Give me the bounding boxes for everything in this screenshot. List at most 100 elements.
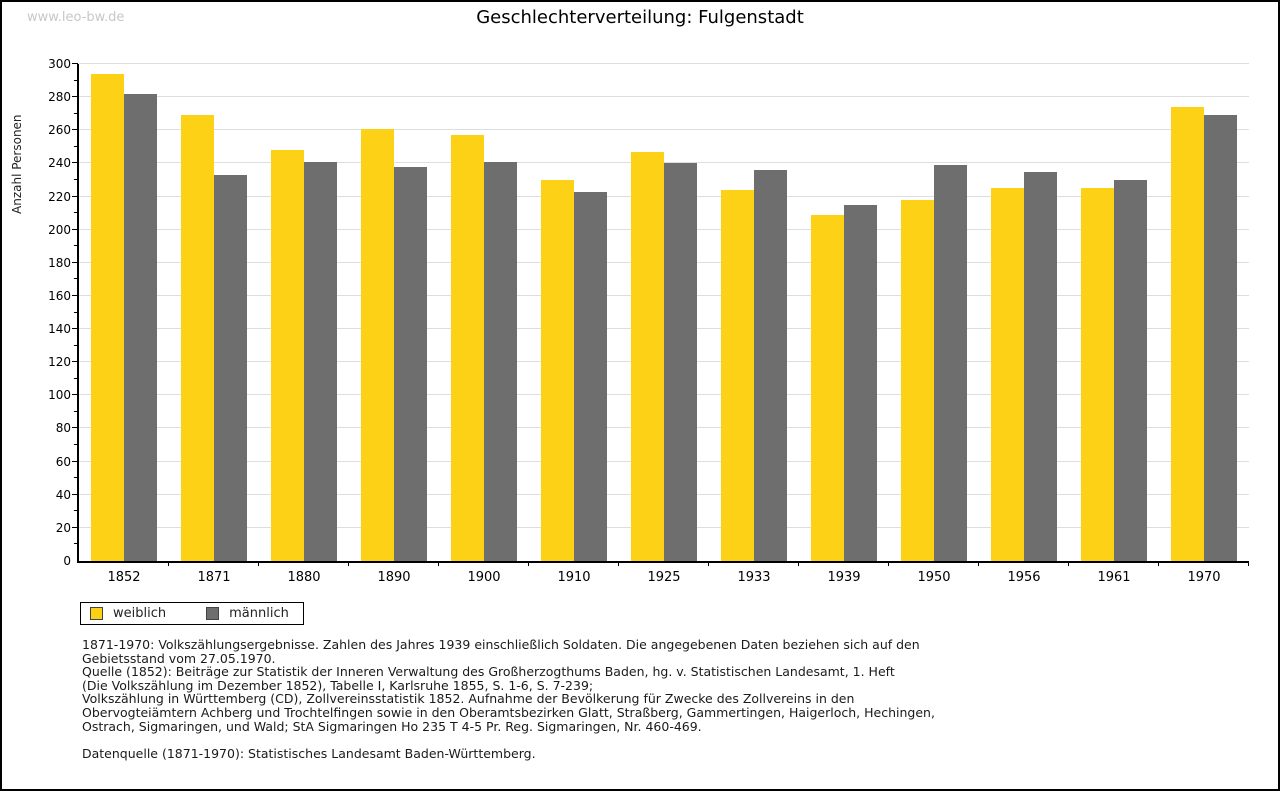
footnote-line: Volkszählung in Württemberg (CD), Zollve…	[82, 691, 855, 707]
x-tick	[618, 561, 619, 566]
x-tick-label-1956: 1956	[1007, 570, 1041, 585]
y-tick	[74, 212, 78, 214]
x-tick	[708, 561, 709, 566]
footnote-line: Gebietsstand vom 27.05.1970.	[82, 650, 276, 666]
bar-weiblich-1933	[721, 189, 754, 561]
x-tick-label-1910: 1910	[557, 570, 591, 585]
y-tick	[72, 427, 78, 429]
watermark: www.leo-bw.de	[27, 10, 125, 25]
bar-weiblich-1970	[1171, 107, 1204, 561]
y-tick	[72, 328, 78, 330]
footnote-datenquelle: Datenquelle (1871-1970): Statistisches L…	[82, 746, 536, 762]
bar-group-1961	[1069, 64, 1159, 561]
bar-group-1956	[979, 64, 1069, 561]
y-tick	[72, 526, 78, 528]
gridline-300	[79, 63, 1249, 64]
y-tick-label: 60	[55, 454, 71, 469]
x-tick	[798, 561, 799, 566]
bar-männlich-1933	[754, 170, 787, 561]
legend: weiblich männlich	[80, 602, 304, 625]
legend-label-maennlich: männlich	[229, 606, 289, 621]
y-tick	[72, 460, 78, 462]
bar-weiblich-1961	[1081, 188, 1114, 561]
y-tick	[72, 261, 78, 263]
bar-group-1880	[259, 64, 349, 561]
legend-label-weiblich: weiblich	[113, 606, 167, 621]
y-tick-label: 160	[48, 288, 71, 303]
bar-weiblich-1950	[901, 199, 934, 561]
y-tick-label: 260	[48, 123, 71, 138]
bar-männlich-1970	[1204, 115, 1237, 561]
x-tick-label-1939: 1939	[827, 570, 861, 585]
y-tick	[72, 195, 78, 197]
y-tick	[72, 129, 78, 131]
legend-swatch-weiblich	[90, 607, 103, 620]
y-tick-label: 300	[48, 57, 71, 71]
y-tick	[74, 510, 78, 512]
x-tick-label-1925: 1925	[647, 570, 681, 585]
bar-männlich-1950	[934, 165, 967, 561]
x-tick-label-1950: 1950	[917, 570, 951, 585]
y-tick-label: 240	[48, 156, 71, 171]
bar-männlich-1871	[214, 175, 247, 561]
bar-weiblich-1871	[181, 115, 214, 561]
bar-group-1939	[799, 64, 889, 561]
y-tick	[72, 394, 78, 396]
bar-männlich-1939	[844, 204, 877, 561]
y-tick	[74, 311, 78, 313]
x-tick-label-1871: 1871	[197, 570, 231, 585]
footnote-line: (Die Volkszählung im Dezember 1852), Tab…	[82, 677, 594, 693]
bar-weiblich-1939	[811, 214, 844, 561]
bar-weiblich-1890	[361, 128, 394, 561]
y-tick	[72, 162, 78, 164]
y-tick-label: 80	[55, 421, 71, 436]
bar-weiblich-1852	[91, 73, 124, 561]
x-tick	[1068, 561, 1069, 566]
footnote-line: 1871-1970: Volkszählungsergebnisse. Zahl…	[82, 637, 920, 652]
x-tick	[348, 561, 349, 566]
y-tick	[74, 278, 78, 280]
bar-group-1933	[709, 64, 799, 561]
x-tick	[888, 561, 889, 566]
bar-weiblich-1956	[991, 188, 1024, 561]
bar-männlich-1925	[664, 163, 697, 561]
bar-weiblich-1880	[271, 150, 304, 561]
y-tick-label: 120	[48, 355, 71, 370]
footnote-line: Obervogteiämtern Achberg und Trochtelfin…	[82, 704, 935, 720]
bar-group-1900	[439, 64, 529, 561]
footnote-line: Ostrach, Sigmaringen, und Wald; StA Sigm…	[82, 718, 702, 734]
y-tick-label: 280	[48, 90, 71, 105]
x-tick	[258, 561, 259, 566]
y-tick	[72, 228, 78, 230]
bar-männlich-1890	[394, 166, 427, 561]
x-tick-label-1933: 1933	[737, 570, 771, 585]
bar-group-1890	[349, 64, 439, 561]
bar-weiblich-1910	[541, 179, 574, 561]
x-tick-label-1900: 1900	[467, 570, 501, 585]
y-tick-label: 200	[48, 222, 71, 237]
x-tick-label-1852: 1852	[107, 570, 141, 585]
y-tick	[72, 493, 78, 495]
bar-weiblich-1925	[631, 151, 664, 561]
x-tick-label-1961: 1961	[1097, 570, 1131, 585]
y-tick-label: 40	[55, 487, 71, 502]
x-tick	[1158, 561, 1159, 566]
y-tick	[74, 477, 78, 479]
y-tick-label: 100	[48, 388, 71, 403]
bar-group-1852	[79, 64, 169, 561]
y-tick	[74, 444, 78, 446]
x-tick-label-1890: 1890	[377, 570, 411, 585]
x-tick-label-1880: 1880	[287, 570, 321, 585]
x-tick	[528, 561, 529, 566]
bar-männlich-1961	[1114, 179, 1147, 561]
bar-männlich-1910	[574, 191, 607, 561]
chart-title: Geschlechterverteilung: Fulgenstadt	[476, 7, 804, 28]
y-tick-label: 20	[55, 520, 71, 535]
plot-area: 0 20 40 60 80 100 120 140 160 180 200 220 240 260 280 3…	[48, 57, 1249, 585]
bar-group-1925	[619, 64, 709, 561]
y-tick	[74, 410, 78, 412]
bar-männlich-1852	[124, 93, 157, 561]
x-tick	[978, 561, 979, 566]
y-tick	[74, 543, 78, 545]
